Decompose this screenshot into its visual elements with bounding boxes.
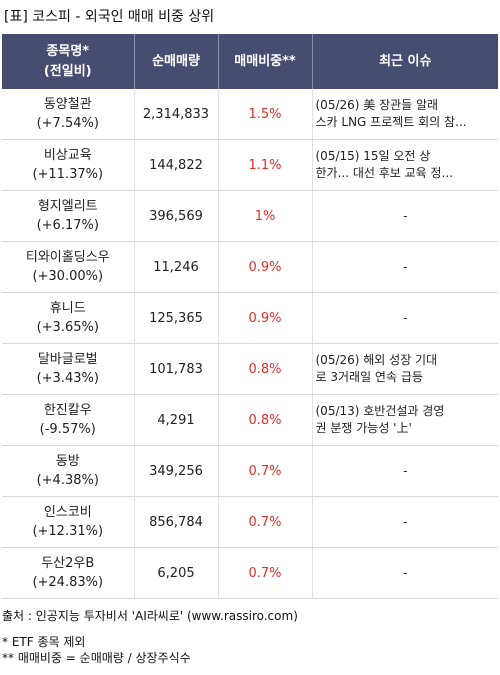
trade-ratio: 0.8% xyxy=(217,394,312,446)
stock-change: (+6.17%) xyxy=(36,218,99,233)
stock-name: 휴니드 xyxy=(49,301,86,316)
table-row: 인스코비 (+12.31%) 856,784 0.7% - xyxy=(2,496,498,548)
trade-ratio: 0.9% xyxy=(217,292,312,344)
net-volume: 856,784 xyxy=(133,496,218,548)
trade-ratio: 0.7% xyxy=(217,496,312,548)
page-title: [표] 코스피 - 외국인 매매 비중 상위 xyxy=(4,9,215,25)
recent-issue-text: (05/15) 15일 오전 상 한가... 대선 후보 교육 정... xyxy=(315,149,454,180)
header-qty: 순매매량 xyxy=(133,34,219,89)
stock-change: (+3.65%) xyxy=(36,320,99,335)
table-row: 동양철관 (+7.54%) 2,314,833 1.5% (05/26) 美 장관들 알… xyxy=(2,89,498,140)
recent-issue[interactable]: (05/15) 15일 오전 상 한가... 대선 후보 교육 정... xyxy=(311,139,498,191)
stock-name: 형지엘리트 xyxy=(37,199,98,214)
table-row: 달바글로벌 (+3.43%) 101,783 0.8% (05/26) 해외 성장 기대… xyxy=(2,343,498,395)
recent-issue-text: (05/26) 美 장관들 알래 스카 LNG 프로젝트 회의 참... xyxy=(315,98,467,129)
stock-name: 티와이홀딩스우 xyxy=(25,250,110,265)
stock-name-cell: 달바글로벌 (+3.43%) xyxy=(2,343,134,395)
table-row: 티와이홀딩스우 (+30.00%) 11,246 0.9% - xyxy=(2,241,498,293)
stock-name-cell: 휴니드 (+3.65%) xyxy=(2,292,134,344)
recent-issue: - xyxy=(311,241,498,293)
recent-issue-text: - xyxy=(403,310,408,325)
stock-change: (+12.31%) xyxy=(32,524,104,539)
trade-ratio: 0.7% xyxy=(217,445,312,497)
table-row: 두산2우B (+24.83%) 6,205 0.7% - xyxy=(2,547,498,599)
stock-name: 인스코비 xyxy=(43,505,92,520)
trade-ratio: 1.1% xyxy=(217,139,312,191)
stock-name-cell: 동양철관 (+7.54%) xyxy=(2,89,134,140)
net-volume: 396,569 xyxy=(133,190,218,242)
recent-issue: - xyxy=(311,547,498,599)
recent-issue: - xyxy=(311,292,498,344)
trade-ratio: 0.8% xyxy=(217,343,312,395)
header-ratio: 매매비중** xyxy=(217,34,313,89)
table-row: 한진칼우 (-9.57%) 4,291 0.8% (05/13) 호반건설과 경영 권 … xyxy=(2,394,498,446)
foreign-trading-table: 종목명* (전일비) 순매매량 매매비중** 최근 이슈 동양철관 (+7.54%… xyxy=(2,34,498,599)
stock-name: 비상교육 xyxy=(43,148,92,163)
recent-issue-text: - xyxy=(403,208,408,223)
net-volume: 349,256 xyxy=(133,445,218,497)
stock-name-cell: 동방 (+4.38%) xyxy=(2,445,134,497)
net-volume: 125,365 xyxy=(133,292,218,344)
recent-issue-text: (05/26) 해외 성장 기대 로 3거래일 연속 급등 xyxy=(315,353,438,384)
source-note: 출처 : 인공지능 투자비서 'AI라씨로' (www.rassiro.com) xyxy=(2,609,298,623)
stock-change: (-9.57%) xyxy=(39,422,96,437)
stock-name-cell: 한진칼우 (-9.57%) xyxy=(2,394,134,446)
table-row: 비상교육 (+11.37%) 144,822 1.1% (05/15) 15일 오전 상… xyxy=(2,139,498,191)
recent-issue[interactable]: (05/26) 美 장관들 알래 스카 LNG 프로젝트 회의 참... xyxy=(311,89,498,140)
stock-name-cell: 비상교육 (+11.37%) xyxy=(2,139,134,191)
net-volume: 11,246 xyxy=(133,241,218,293)
net-volume: 6,205 xyxy=(133,547,218,599)
net-volume: 101,783 xyxy=(133,343,218,395)
table-row: 휴니드 (+3.65%) 125,365 0.9% - xyxy=(2,292,498,344)
table-row: 형지엘리트 (+6.17%) 396,569 1% - xyxy=(2,190,498,242)
table-header-row: 종목명* (전일비) 순매매량 매매비중** 최근 이슈 xyxy=(2,34,498,89)
recent-issue: - xyxy=(311,190,498,242)
recent-issue-text: - xyxy=(403,514,408,529)
trade-ratio: 0.7% xyxy=(217,547,312,599)
header-name: 종목명* (전일비) xyxy=(2,34,135,89)
recent-issue: - xyxy=(311,445,498,497)
stock-name: 달바글로벌 xyxy=(37,352,98,367)
stock-name: 동양철관 xyxy=(43,97,92,112)
stock-name: 한진칼우 xyxy=(43,403,92,418)
stock-change: (+7.54%) xyxy=(36,116,99,131)
stock-change: (+30.00%) xyxy=(32,269,104,284)
stock-name-cell: 형지엘리트 (+6.17%) xyxy=(2,190,134,242)
trade-ratio: 1.5% xyxy=(217,89,312,140)
stock-name-cell: 티와이홀딩스우 (+30.00%) xyxy=(2,241,134,293)
stock-change: (+24.83%) xyxy=(32,575,104,590)
footnote-etf: * ETF 종목 제외 xyxy=(2,635,86,649)
recent-issue-text: - xyxy=(403,463,408,478)
footnote-ratio: ** 매매비중 = 순매매량 / 상장주식수 xyxy=(2,651,191,665)
stock-name-cell: 두산2우B (+24.83%) xyxy=(2,547,134,599)
net-volume: 144,822 xyxy=(133,139,218,191)
recent-issue-text: (05/13) 호반건설과 경영 권 분쟁 가능성 '上' xyxy=(315,404,445,435)
stock-name-cell: 인스코비 (+12.31%) xyxy=(2,496,134,548)
recent-issue-text: - xyxy=(403,565,408,580)
net-volume: 4,291 xyxy=(133,394,218,446)
stock-change: (+11.37%) xyxy=(32,167,104,182)
net-volume: 2,314,833 xyxy=(133,89,218,140)
trade-ratio: 0.9% xyxy=(217,241,312,293)
stock-name: 두산2우B xyxy=(41,556,95,571)
stock-name: 동방 xyxy=(55,454,80,469)
recent-issue-text: - xyxy=(403,259,408,274)
stock-change: (+3.43%) xyxy=(36,371,99,386)
header-issue: 최근 이슈 xyxy=(311,34,498,89)
recent-issue[interactable]: (05/13) 호반건설과 경영 권 분쟁 가능성 '上' xyxy=(311,394,498,446)
stock-change: (+4.38%) xyxy=(36,473,99,488)
table-row: 동방 (+4.38%) 349,256 0.7% - xyxy=(2,445,498,497)
recent-issue: - xyxy=(311,496,498,548)
recent-issue[interactable]: (05/26) 해외 성장 기대 로 3거래일 연속 급등 xyxy=(311,343,498,395)
trade-ratio: 1% xyxy=(217,190,312,242)
